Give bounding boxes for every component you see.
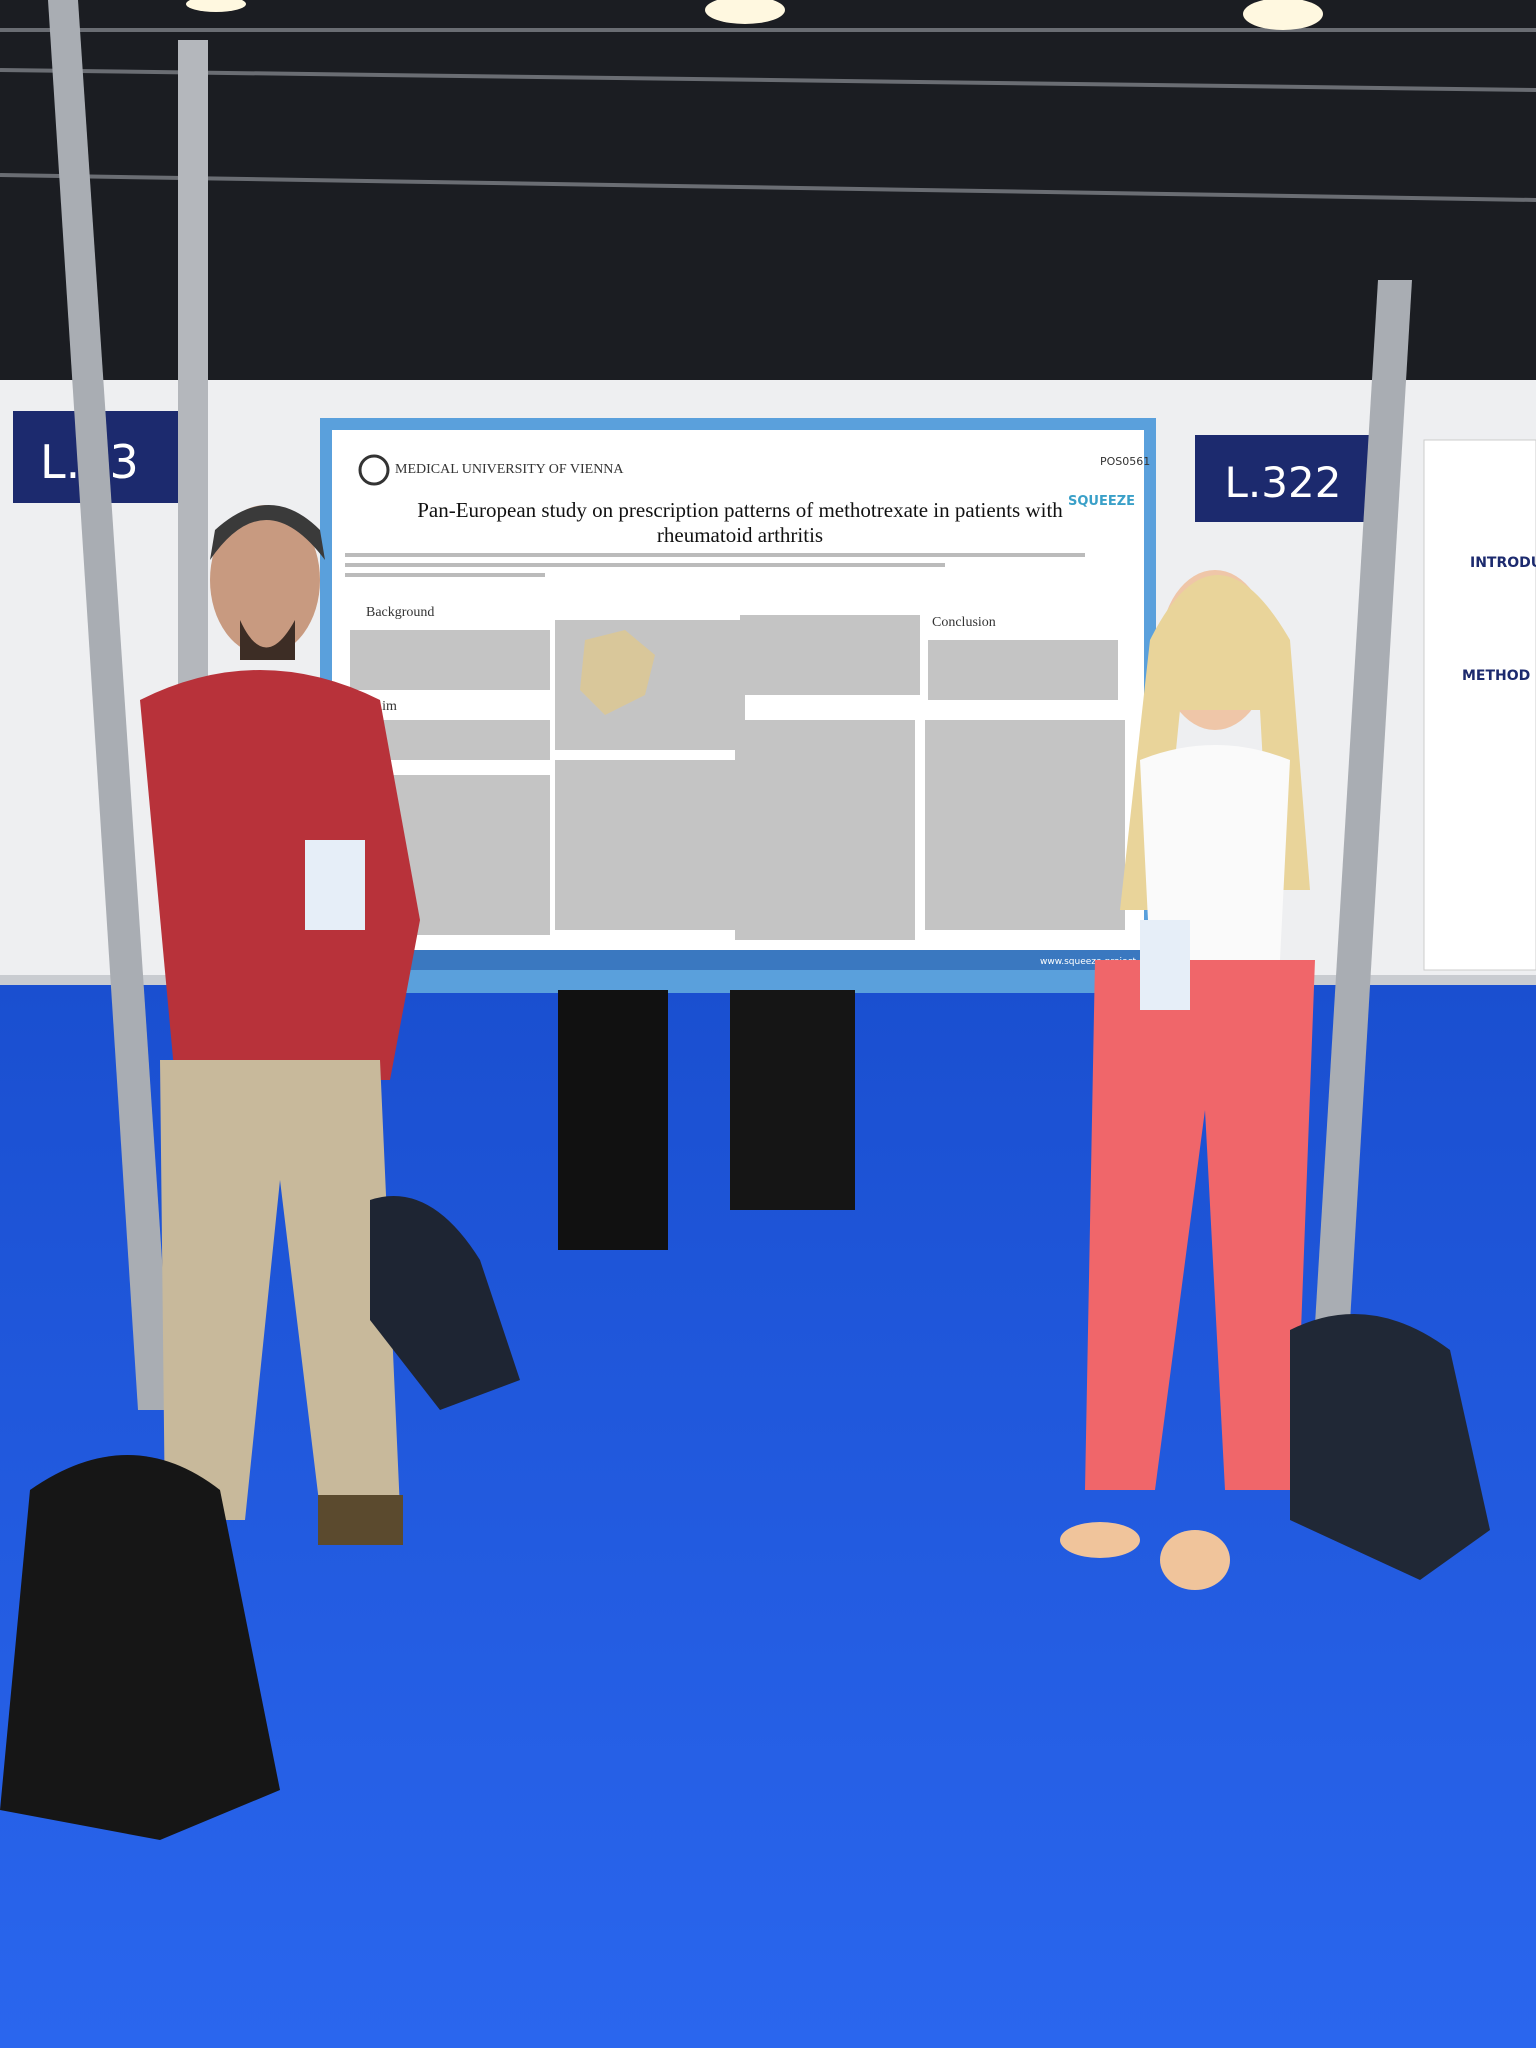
poster-title-box: Pan-European study on prescription patte…: [417, 498, 1063, 547]
person-right: [1060, 570, 1315, 1590]
pole: [1305, 280, 1412, 1490]
poster-title: Pan-European study on prescription patte…: [417, 498, 1063, 547]
poster-footer-bar: [332, 950, 1144, 970]
project-logo: SQUEEZE: [1068, 494, 1135, 509]
backpack: [370, 1196, 520, 1410]
author-lines: [345, 553, 1085, 577]
section-heading: METHOD: [1462, 668, 1530, 684]
booth-sign: [1195, 435, 1371, 522]
logo: [358, 454, 390, 486]
section-heading: Conclusion: [932, 615, 996, 630]
truss: [0, 28, 1536, 202]
ceiling: [0, 0, 1536, 400]
body-text: [350, 615, 1125, 940]
visitor: [730, 990, 855, 1210]
poster-code: POS0561: [1100, 455, 1150, 468]
backpack: [0, 1455, 280, 1840]
neighbor-poster: [1423, 439, 1536, 971]
section-heading: Background: [366, 605, 434, 620]
backpack: [1290, 1314, 1490, 1580]
pole: [48, 0, 172, 1410]
person-left: [140, 505, 420, 1545]
visitor: [558, 990, 668, 1250]
map: [580, 630, 655, 715]
institution: MEDICAL UNIVERSITY OF VIENNA: [395, 462, 624, 477]
section-heading: INTRODUC: [1470, 555, 1536, 571]
ceiling-lights: [186, 0, 1323, 30]
booth-number: L.322: [1225, 458, 1342, 507]
